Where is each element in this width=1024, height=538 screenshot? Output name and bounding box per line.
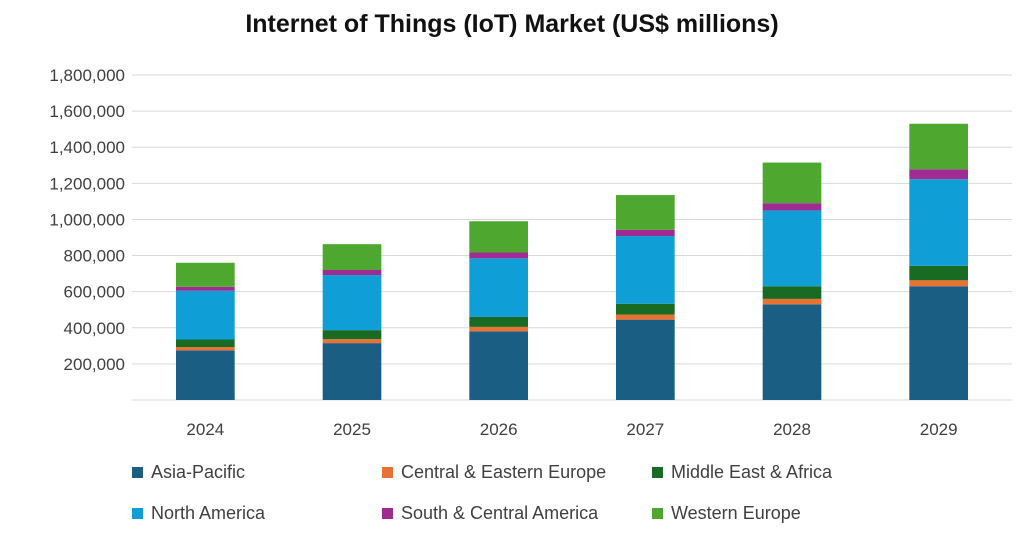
x-tick-label: 2024 xyxy=(186,420,224,439)
chart-title: Internet of Things (IoT) Market (US$ mil… xyxy=(245,10,779,38)
y-tick-label: 1,800,000 xyxy=(49,66,125,85)
y-tick-label: 1,600,000 xyxy=(49,102,125,121)
legend-label: Western Europe xyxy=(671,503,801,523)
bar-north-america-2024 xyxy=(176,290,235,340)
bar-south-central-america-2025 xyxy=(322,270,382,276)
legend-item: South & Central America xyxy=(382,503,598,524)
bar-western-europe-2025 xyxy=(322,244,382,270)
bar-western-europe-2024 xyxy=(176,262,235,287)
bar-north-america-2028 xyxy=(762,210,822,287)
bar-south-central-america-2028 xyxy=(762,203,822,211)
bar-central-eastern-europe-2026 xyxy=(469,326,528,332)
legend-item: North America xyxy=(132,503,265,524)
bar-asia-pacific-2029 xyxy=(909,286,968,400)
legend-item: Western Europe xyxy=(652,503,801,524)
bar-central-eastern-europe-2025 xyxy=(322,339,382,344)
legend-swatch xyxy=(652,508,663,519)
bar-western-europe-2027 xyxy=(616,195,675,230)
bar-middle-east-africa-2025 xyxy=(322,330,382,340)
x-tick-label: 2029 xyxy=(920,420,958,439)
legend-swatch xyxy=(132,508,143,519)
bar-north-america-2025 xyxy=(322,275,382,331)
bar-south-central-america-2024 xyxy=(176,286,235,291)
bar-middle-east-africa-2028 xyxy=(762,286,822,299)
x-tick-label: 2026 xyxy=(480,420,518,439)
bar-middle-east-africa-2024 xyxy=(176,339,235,348)
bar-central-eastern-europe-2028 xyxy=(762,298,822,305)
bar-middle-east-africa-2029 xyxy=(909,265,968,281)
bar-asia-pacific-2024 xyxy=(176,350,235,400)
legend-item: Middle East & Africa xyxy=(652,462,832,483)
y-tick-label: 1,200,000 xyxy=(49,174,125,193)
legend-swatch xyxy=(652,467,663,478)
bar-central-eastern-europe-2024 xyxy=(176,347,235,351)
y-tick-label: 1,400,000 xyxy=(49,138,125,157)
bar-north-america-2027 xyxy=(616,236,675,304)
y-tick-label: 800,000 xyxy=(64,247,125,266)
bar-middle-east-africa-2027 xyxy=(616,303,675,315)
legend-swatch xyxy=(132,467,143,478)
legend-swatch xyxy=(382,508,393,519)
bar-western-europe-2028 xyxy=(762,162,822,204)
y-tick-label: 400,000 xyxy=(64,319,125,338)
bar-asia-pacific-2026 xyxy=(469,331,528,400)
legend-label: Middle East & Africa xyxy=(671,462,833,482)
legend-swatch xyxy=(382,467,393,478)
y-tick-label: 600,000 xyxy=(64,283,125,302)
legend-label: Asia-Pacific xyxy=(151,462,246,482)
bar-asia-pacific-2027 xyxy=(616,319,675,400)
legend-label: Central & Eastern Europe xyxy=(401,462,607,482)
legend-label: North America xyxy=(151,503,266,523)
y-tick-label: 1,000,000 xyxy=(49,210,125,229)
x-tick-label: 2025 xyxy=(333,420,371,439)
bar-central-eastern-europe-2029 xyxy=(909,280,968,287)
bar-south-central-america-2027 xyxy=(616,229,675,237)
bar-north-america-2026 xyxy=(469,258,528,317)
bar-central-eastern-europe-2027 xyxy=(616,314,675,320)
legend-item: Central & Eastern Europe xyxy=(382,462,606,483)
bar-western-europe-2026 xyxy=(469,221,528,253)
legend-item: Asia-Pacific xyxy=(132,462,245,483)
x-tick-label: 2027 xyxy=(626,420,664,439)
y-tick-label: 200,000 xyxy=(64,355,125,374)
bar-western-europe-2029 xyxy=(909,123,968,170)
bar-north-america-2029 xyxy=(909,179,968,266)
legend-label: South & Central America xyxy=(401,503,599,523)
bar-asia-pacific-2025 xyxy=(322,343,382,400)
bar-south-central-america-2029 xyxy=(909,169,968,180)
x-tick-label: 2028 xyxy=(773,420,811,439)
bar-south-central-america-2026 xyxy=(469,252,528,259)
bar-asia-pacific-2028 xyxy=(762,304,822,400)
bar-middle-east-africa-2026 xyxy=(469,316,528,327)
